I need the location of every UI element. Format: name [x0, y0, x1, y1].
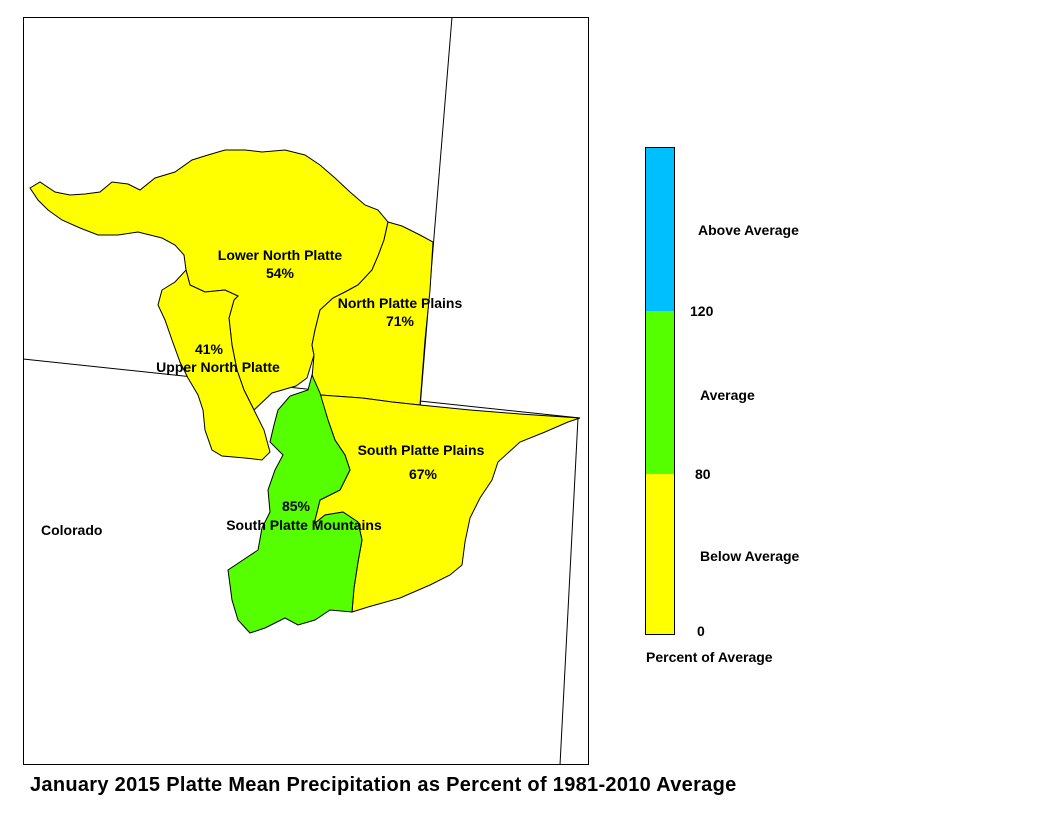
legend-segment-below [646, 474, 674, 634]
basin-name-south-platte-mountains: South Platte Mountains [226, 517, 382, 533]
legend-tick-0: 0 [697, 623, 705, 639]
legend-segment-above [646, 148, 674, 311]
legend-label-above: Above Average [698, 222, 799, 238]
state-border-line [419, 17, 453, 409]
basin-value-upper-north-platte: 41% [195, 341, 224, 357]
legend-label-below: Below Average [700, 548, 800, 564]
basin-south-platte-mountains[interactable] [227, 373, 363, 634]
legend-segment-average [646, 311, 674, 474]
basin-north-platte-plains[interactable] [311, 221, 434, 406]
state-label-colorado: Colorado [41, 522, 102, 538]
basin-value-south-platte-mountains: 85% [282, 498, 311, 514]
basin-value-lower-north-platte: 54% [266, 265, 295, 281]
legend-tick-80: 80 [695, 466, 711, 482]
basin-upper-north-platte[interactable] [157, 268, 271, 461]
basin-name-north-platte-plains: North Platte Plains [338, 295, 463, 311]
basin-value-south-platte-plains: 67% [409, 466, 438, 482]
legend-label-average: Average [700, 387, 755, 403]
basin-name-south-platte-plains: South Platte Plains [358, 442, 485, 458]
basin-name-lower-north-platte: Lower North Platte [218, 247, 343, 263]
legend-caption: Percent of Average [646, 649, 773, 665]
state-border-line [559, 417, 579, 765]
legend-color-bar [645, 147, 675, 635]
state-border-line [23, 358, 581, 419]
legend-tick-120: 120 [690, 303, 714, 319]
basin-name-upper-north-platte: Upper North Platte [156, 359, 280, 375]
basin-value-north-platte-plains: 71% [386, 313, 415, 329]
map-title: January 2015 Platte Mean Precipitation a… [30, 774, 737, 796]
